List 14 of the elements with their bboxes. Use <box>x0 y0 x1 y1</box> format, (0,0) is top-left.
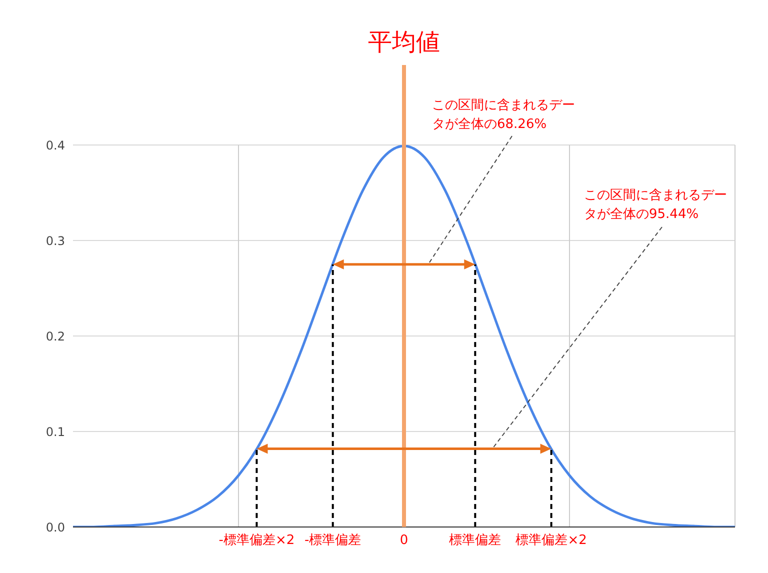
x-tick-label: 0 <box>400 533 408 548</box>
annotation: この区間に含まれるデータが全体の95.44% <box>584 187 728 224</box>
ref-line-label: 平均値 <box>368 28 440 56</box>
y-tick-label: 0.2 <box>46 329 65 344</box>
x-tick-label: 標準偏差 <box>449 533 502 548</box>
y-tick-label: 0.1 <box>46 424 65 439</box>
x-tick-label: 標準偏差×2 <box>516 533 587 548</box>
x-tick-label: -標準偏差×2 <box>218 533 295 548</box>
x-tick-label: -標準偏差 <box>304 533 362 548</box>
y-tick-label: 0.0 <box>46 520 65 534</box>
text: この区間に含まれるデータが全体の68.26% <box>432 97 576 134</box>
y-tick-label: 0.4 <box>46 138 65 152</box>
y-tick-label: 0.3 <box>46 234 65 248</box>
line-series <box>73 145 735 527</box>
